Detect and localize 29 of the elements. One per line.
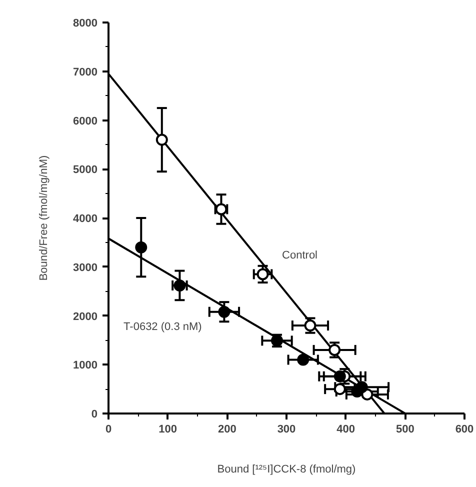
point [328, 344, 341, 356]
point [156, 134, 168, 146]
y-tick-label: 7000 [73, 66, 98, 78]
y-tick-label: 0 [91, 408, 98, 420]
y-tick-label: 5000 [73, 164, 98, 176]
x-tick-label: 500 [396, 424, 414, 436]
y-axis-title: Bound/Free (fmol/mg/nM) [38, 155, 50, 281]
point [297, 354, 310, 366]
x-tick-label: 200 [218, 424, 236, 436]
y-tick-label: 3000 [73, 262, 98, 274]
y-tick-label: 1000 [73, 360, 98, 372]
point [356, 381, 368, 394]
text: T-0632 (0.3 nM) [124, 321, 202, 334]
series-label: Control [282, 250, 318, 262]
x-tick-label: 400 [336, 424, 356, 436]
x-tick-label: 300 [277, 424, 296, 436]
point [334, 370, 346, 382]
point [304, 320, 316, 332]
x-tick-label: 0 [105, 424, 112, 436]
point [135, 241, 148, 254]
x-tick-label: 100 [158, 424, 178, 436]
point [218, 306, 230, 318]
y-tick-label: 8000 [73, 18, 98, 30]
x-axis-title: Bound [¹²⁵I]CCK-8 (fmol/mg) [217, 464, 356, 476]
point [256, 268, 269, 280]
y-tick-label: 6000 [73, 115, 98, 128]
x-tick-label: 600 [455, 424, 474, 436]
y-tick-label: 4000 [73, 213, 98, 225]
y-tick-label: 2000 [73, 310, 98, 323]
